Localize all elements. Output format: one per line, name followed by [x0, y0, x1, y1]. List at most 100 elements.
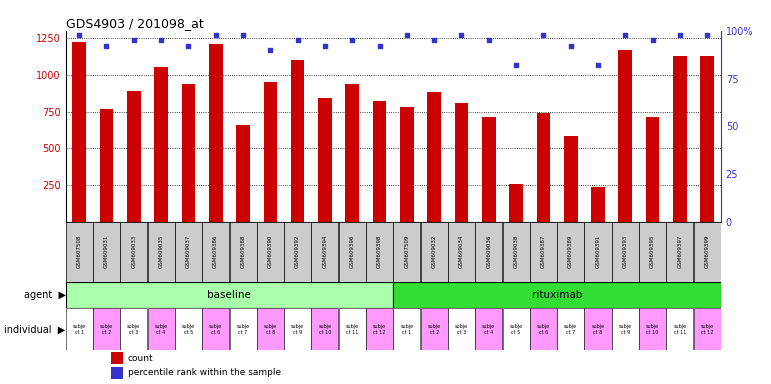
Text: subje
ct 9: subje ct 9: [291, 324, 305, 334]
Point: [674, 31, 686, 38]
FancyBboxPatch shape: [366, 222, 393, 281]
Point: [210, 31, 222, 38]
Bar: [112, 353, 123, 364]
FancyBboxPatch shape: [202, 222, 229, 281]
Text: subje
ct 9: subje ct 9: [619, 324, 632, 334]
Text: GSM609394: GSM609394: [322, 235, 328, 268]
Text: GSM609386: GSM609386: [214, 235, 218, 268]
FancyBboxPatch shape: [147, 222, 174, 281]
FancyBboxPatch shape: [175, 308, 202, 350]
FancyBboxPatch shape: [66, 308, 93, 350]
Point: [537, 31, 550, 38]
FancyBboxPatch shape: [694, 222, 721, 281]
Bar: [209, 44, 223, 222]
FancyBboxPatch shape: [338, 222, 365, 281]
FancyBboxPatch shape: [311, 308, 338, 350]
Text: GSM609392: GSM609392: [295, 235, 300, 268]
Point: [128, 37, 140, 43]
Point: [701, 31, 713, 38]
FancyBboxPatch shape: [421, 308, 448, 350]
FancyBboxPatch shape: [66, 222, 93, 281]
Text: subje
ct 7: subje ct 7: [564, 324, 577, 334]
FancyBboxPatch shape: [557, 222, 584, 281]
Text: subje
ct 8: subje ct 8: [264, 324, 277, 334]
FancyBboxPatch shape: [284, 222, 311, 281]
FancyBboxPatch shape: [338, 308, 365, 350]
FancyBboxPatch shape: [666, 308, 693, 350]
FancyBboxPatch shape: [448, 308, 475, 350]
FancyBboxPatch shape: [120, 222, 147, 281]
Bar: [154, 68, 168, 222]
Text: subje
ct 12: subje ct 12: [373, 324, 386, 334]
Point: [564, 43, 577, 49]
Point: [264, 47, 277, 53]
FancyBboxPatch shape: [503, 308, 530, 350]
Bar: [291, 60, 305, 222]
Text: subje
ct 3: subje ct 3: [127, 324, 140, 334]
FancyBboxPatch shape: [393, 308, 420, 350]
Text: subje
ct 4: subje ct 4: [482, 324, 495, 334]
Bar: [510, 184, 523, 222]
FancyBboxPatch shape: [530, 308, 557, 350]
Bar: [112, 367, 123, 379]
Point: [456, 31, 468, 38]
Bar: [318, 98, 332, 222]
Bar: [482, 117, 496, 222]
Bar: [537, 113, 550, 222]
Bar: [264, 82, 277, 222]
Text: subje
ct 3: subje ct 3: [455, 324, 468, 334]
Point: [619, 31, 631, 38]
Bar: [236, 125, 250, 222]
Bar: [372, 101, 386, 222]
Text: subje
ct 8: subje ct 8: [591, 324, 604, 334]
Text: baseline: baseline: [207, 290, 251, 300]
Text: GSM609034: GSM609034: [459, 235, 464, 268]
Text: subje
ct 11: subje ct 11: [673, 324, 686, 334]
Bar: [99, 109, 113, 222]
Bar: [345, 84, 359, 222]
FancyBboxPatch shape: [666, 222, 693, 281]
Text: GSM609398: GSM609398: [377, 235, 382, 268]
Point: [73, 31, 86, 38]
Bar: [427, 92, 441, 222]
FancyBboxPatch shape: [93, 308, 120, 350]
Text: GSM609033: GSM609033: [131, 235, 136, 268]
Text: GSM609032: GSM609032: [432, 235, 436, 268]
Text: individual  ▶: individual ▶: [5, 324, 66, 334]
FancyBboxPatch shape: [230, 308, 257, 350]
Point: [100, 43, 113, 49]
Text: GSM609393: GSM609393: [623, 235, 628, 268]
Text: GSM609387: GSM609387: [541, 235, 546, 268]
Text: GSM609391: GSM609391: [595, 235, 601, 268]
Text: subje
ct 5: subje ct 5: [182, 324, 195, 334]
FancyBboxPatch shape: [202, 308, 229, 350]
Text: GSM607509: GSM607509: [404, 235, 409, 268]
Text: GSM609038: GSM609038: [513, 235, 519, 268]
Text: subje
ct 1: subje ct 1: [72, 324, 86, 334]
FancyBboxPatch shape: [530, 222, 557, 281]
Text: subje
ct 10: subje ct 10: [646, 324, 659, 334]
Text: GSM607508: GSM607508: [76, 235, 82, 268]
Text: GSM609390: GSM609390: [268, 235, 273, 268]
FancyBboxPatch shape: [366, 308, 393, 350]
Point: [318, 43, 331, 49]
FancyBboxPatch shape: [257, 222, 284, 281]
FancyBboxPatch shape: [175, 222, 202, 281]
FancyBboxPatch shape: [475, 308, 502, 350]
FancyBboxPatch shape: [557, 308, 584, 350]
Point: [646, 37, 658, 43]
Text: GSM609035: GSM609035: [159, 235, 163, 268]
Bar: [127, 91, 140, 222]
Bar: [400, 107, 414, 222]
FancyBboxPatch shape: [584, 308, 611, 350]
Point: [291, 37, 304, 43]
FancyBboxPatch shape: [503, 222, 530, 281]
Bar: [700, 56, 714, 222]
Text: GSM609397: GSM609397: [678, 235, 682, 268]
Point: [483, 37, 495, 43]
Point: [428, 37, 440, 43]
Bar: [673, 56, 687, 222]
FancyBboxPatch shape: [639, 308, 666, 350]
FancyBboxPatch shape: [147, 308, 174, 350]
Text: subje
ct 1: subje ct 1: [400, 324, 413, 334]
